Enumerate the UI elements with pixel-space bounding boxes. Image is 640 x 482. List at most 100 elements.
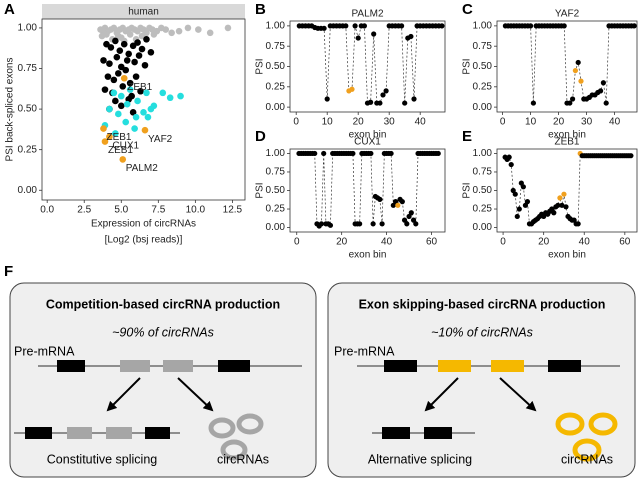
point — [514, 213, 520, 220]
point — [125, 50, 132, 58]
point — [110, 24, 118, 32]
panel-letter: C — [462, 1, 473, 18]
point — [413, 221, 419, 227]
y-tick-label: 0.25 — [266, 81, 286, 92]
point — [506, 154, 512, 160]
point — [150, 31, 158, 38]
y-tick-label: 0.00 — [266, 102, 286, 113]
box-subtitle: ~90% of circRNAs — [112, 325, 214, 339]
point — [195, 26, 202, 33]
point — [327, 222, 334, 228]
point — [520, 184, 526, 190]
point — [184, 24, 192, 32]
point — [530, 100, 537, 106]
point — [122, 118, 130, 126]
point — [137, 87, 144, 95]
x-tick-label: 0 — [294, 237, 300, 248]
point — [206, 29, 214, 37]
point — [368, 150, 374, 157]
point — [117, 102, 125, 110]
point — [349, 86, 355, 92]
point — [143, 35, 150, 43]
point — [371, 31, 377, 37]
point — [411, 96, 417, 102]
point — [141, 61, 149, 69]
point — [122, 66, 130, 74]
point — [355, 35, 361, 41]
x-tick-label: 5.0 — [114, 205, 128, 216]
y-axis-label: PSI back-spliced exons — [5, 58, 16, 162]
point — [528, 23, 534, 29]
x-tick-label: 10 — [322, 117, 334, 128]
chart-title: YAF2 — [555, 9, 580, 20]
panel-letter: A — [4, 1, 15, 18]
y-tick-label: 0.25 — [473, 81, 493, 92]
point — [516, 206, 522, 212]
point — [159, 89, 167, 97]
y-tick-label: 0.25 — [18, 144, 38, 155]
x-tick-label: 30 — [384, 117, 396, 128]
outcome-label: Alternative splicing — [368, 452, 472, 466]
point-label: ZEB1 — [106, 132, 131, 143]
point — [575, 59, 581, 66]
point — [126, 31, 134, 38]
y-tick-label: 0.50 — [266, 185, 286, 196]
point — [115, 110, 122, 118]
x-tick-label: 7.5 — [151, 205, 165, 216]
y-tick-label: 0.25 — [266, 204, 286, 215]
point — [166, 94, 174, 102]
point — [575, 221, 581, 227]
point — [395, 202, 401, 208]
box-title: Competition-based circRNA production — [46, 297, 280, 311]
point — [175, 27, 183, 35]
point-label: CUX1 — [112, 140, 139, 151]
y-tick-label: 1.00 — [266, 21, 286, 32]
y-tick-label: 1.00 — [473, 148, 493, 159]
strip — [42, 4, 245, 19]
y-tick-label: 0.00 — [18, 185, 38, 196]
plot-area — [289, 148, 446, 233]
x-tick-label: 0 — [500, 237, 506, 248]
point — [117, 92, 125, 100]
y-tick-label: 0.75 — [266, 167, 286, 178]
chart-title: PALM2 — [351, 9, 383, 20]
point — [144, 113, 152, 121]
strip-title: human — [128, 7, 159, 18]
point — [435, 150, 441, 157]
point — [321, 150, 327, 157]
point — [112, 97, 119, 105]
point — [377, 100, 383, 106]
point — [98, 32, 106, 40]
point — [141, 126, 149, 134]
y-tick-label: 0.00 — [473, 102, 493, 113]
point — [140, 109, 147, 116]
point — [120, 74, 128, 82]
x-axis-sublabel: [Log2 (bsj reads)] — [105, 235, 183, 246]
x-tick-label: 0 — [293, 117, 299, 128]
point — [368, 99, 374, 105]
x-tick-label: 40 — [415, 117, 427, 128]
point — [524, 199, 531, 205]
point — [120, 40, 128, 48]
point — [380, 92, 386, 98]
point — [508, 161, 514, 168]
x-tick-label: 0.0 — [40, 205, 54, 216]
y-tick-label: 0.75 — [18, 63, 38, 74]
point — [321, 25, 327, 31]
point — [168, 29, 175, 37]
point — [383, 88, 389, 94]
point — [119, 83, 127, 90]
outcome-label: circRNAs — [217, 452, 269, 466]
y-tick-label: 1.00 — [18, 23, 38, 34]
point — [439, 23, 445, 29]
point — [162, 26, 170, 33]
x-tick-label: 10.0 — [186, 205, 206, 216]
x-tick-label: 40 — [609, 117, 621, 128]
x-axis-label: exon bin — [349, 130, 387, 141]
point — [143, 89, 150, 97]
point — [561, 191, 567, 197]
x-tick-label: 2.5 — [77, 205, 91, 216]
point — [100, 57, 107, 64]
plot-area — [496, 148, 638, 233]
point — [107, 44, 115, 51]
